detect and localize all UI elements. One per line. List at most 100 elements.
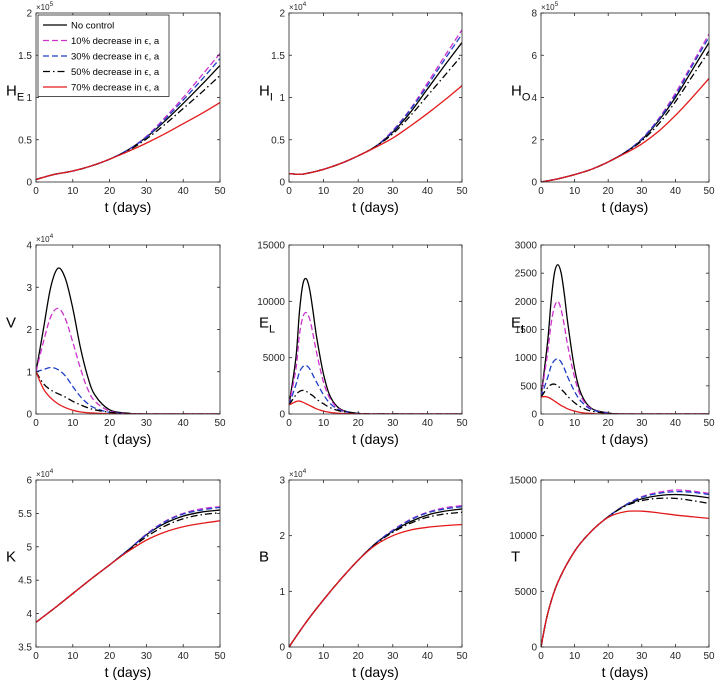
legend-label-3: 30% decrease in ϵ, a bbox=[71, 52, 160, 63]
y-axis-label: EL bbox=[259, 315, 275, 336]
x-tick-label: 20 bbox=[104, 651, 116, 662]
x-tick-label: 10 bbox=[569, 651, 581, 662]
y-tick-label: 6 bbox=[531, 51, 537, 62]
x-tick-label: 0 bbox=[33, 651, 39, 662]
y-axis-label: K bbox=[6, 549, 16, 566]
series-line-3 bbox=[289, 33, 462, 176]
y-tick-label: 2 bbox=[531, 135, 537, 146]
legend-label-2: 10% decrease in ϵ, a bbox=[71, 36, 160, 47]
series-line-4 bbox=[541, 50, 709, 182]
series-line-5 bbox=[289, 523, 462, 647]
y-axis-label: HE bbox=[6, 83, 24, 104]
y-tick-label: 4 bbox=[531, 93, 537, 104]
x-tick-label: 30 bbox=[387, 651, 399, 662]
series-line-2 bbox=[541, 489, 709, 647]
series-line-4 bbox=[36, 371, 220, 414]
panel-t: 0 10 20 30 40 50 0 5000 10000 15000 t (days) T bbox=[509, 476, 715, 681]
x-tick-label: 40 bbox=[670, 418, 682, 429]
series-group bbox=[36, 53, 220, 181]
axes-box bbox=[35, 244, 221, 415]
x-tick-label: 20 bbox=[603, 186, 615, 197]
series-group bbox=[541, 489, 709, 647]
series-line-2 bbox=[541, 300, 709, 414]
y-tick-label: 1 bbox=[26, 93, 32, 104]
y-tick-label: 3000 bbox=[515, 241, 538, 252]
x-tick-label: 50 bbox=[703, 418, 715, 429]
series-group bbox=[36, 506, 220, 623]
x-axis-label: t (days) bbox=[352, 199, 399, 215]
x-tick-label: 20 bbox=[353, 651, 365, 662]
x-axis-label: t (days) bbox=[602, 664, 649, 680]
x-tick-label: 0 bbox=[538, 418, 544, 429]
series-line-3 bbox=[289, 364, 462, 414]
x-tick-label: 50 bbox=[703, 651, 715, 662]
series-line-3 bbox=[289, 506, 462, 647]
legend-label-1: No control bbox=[71, 21, 114, 32]
series-line-4 bbox=[541, 383, 709, 414]
series-group bbox=[289, 277, 462, 414]
series-line-2 bbox=[36, 307, 220, 414]
x-tick-label: 40 bbox=[670, 186, 682, 197]
x-tick-label: 0 bbox=[33, 418, 39, 429]
y-exponent-label: ×104 bbox=[289, 1, 307, 12]
x-tick-label: 50 bbox=[456, 186, 468, 197]
y-axis-label: T bbox=[511, 549, 520, 566]
y-tick-label: 10000 bbox=[509, 531, 537, 542]
x-axis-label: t (days) bbox=[602, 199, 649, 215]
y-tick-label: 0 bbox=[26, 178, 32, 189]
axes-box bbox=[540, 479, 710, 648]
y-tick-label: 3.5 bbox=[18, 643, 32, 654]
series-line-2 bbox=[36, 506, 220, 623]
x-tick-label: 30 bbox=[636, 418, 648, 429]
x-tick-label: 30 bbox=[636, 651, 648, 662]
x-tick-label: 20 bbox=[104, 418, 116, 429]
x-tick-label: 0 bbox=[286, 418, 292, 429]
y-tick-label: 2 bbox=[279, 9, 285, 20]
x-tick-label: 0 bbox=[538, 186, 544, 197]
y-tick-label: 0.5 bbox=[271, 135, 285, 146]
series-group bbox=[541, 33, 709, 182]
x-tick-label: 30 bbox=[141, 186, 153, 197]
series-line-5 bbox=[36, 371, 220, 414]
axes-box bbox=[288, 479, 463, 648]
series-line-1 bbox=[289, 508, 462, 647]
series-line-1 bbox=[289, 42, 462, 176]
y-tick-label: 15000 bbox=[257, 241, 285, 252]
x-tick-label: 20 bbox=[603, 651, 615, 662]
x-tick-label: 30 bbox=[387, 186, 399, 197]
y-exponent-label: ×104 bbox=[36, 233, 54, 244]
x-tick-label: 40 bbox=[670, 651, 682, 662]
series-line-4 bbox=[36, 512, 220, 623]
y-tick-label: 1.5 bbox=[18, 51, 32, 62]
y-tick-label: 0 bbox=[531, 178, 537, 189]
series-line-5 bbox=[36, 520, 220, 623]
x-tick-label: 40 bbox=[178, 651, 190, 662]
x-tick-label: 20 bbox=[353, 418, 365, 429]
x-axis-label: t (days) bbox=[602, 431, 649, 447]
series-line-2 bbox=[289, 29, 462, 176]
y-tick-label: 1500 bbox=[515, 325, 538, 336]
panel-el: 0 10 20 30 40 50 0 5000 10000 15000 t (days) EL bbox=[257, 241, 468, 448]
y-tick-label: 500 bbox=[520, 381, 537, 392]
panel-k: 0 10 20 30 40 50 3.5 4 4.5 5 5.5 6 ×104 t (days) K bbox=[6, 468, 226, 680]
y-tick-label: 10000 bbox=[257, 297, 285, 308]
y-tick-label: 8 bbox=[531, 9, 537, 20]
series-line-5 bbox=[289, 85, 462, 176]
x-tick-label: 40 bbox=[178, 186, 190, 197]
axes-box bbox=[288, 12, 463, 183]
y-axis-label: HI bbox=[259, 83, 273, 104]
series-line-4 bbox=[289, 511, 462, 647]
x-axis-label: t (days) bbox=[105, 431, 152, 447]
axes-box bbox=[540, 244, 710, 415]
x-axis-label: t (days) bbox=[105, 199, 152, 215]
y-tick-label: 0 bbox=[279, 178, 285, 189]
series-line-3 bbox=[541, 490, 709, 647]
x-tick-label: 10 bbox=[318, 418, 330, 429]
x-tick-label: 0 bbox=[33, 186, 39, 197]
x-tick-label: 30 bbox=[387, 418, 399, 429]
x-tick-label: 20 bbox=[603, 418, 615, 429]
y-tick-label: 5.5 bbox=[18, 509, 32, 520]
y-exponent-label: ×105 bbox=[36, 1, 54, 12]
